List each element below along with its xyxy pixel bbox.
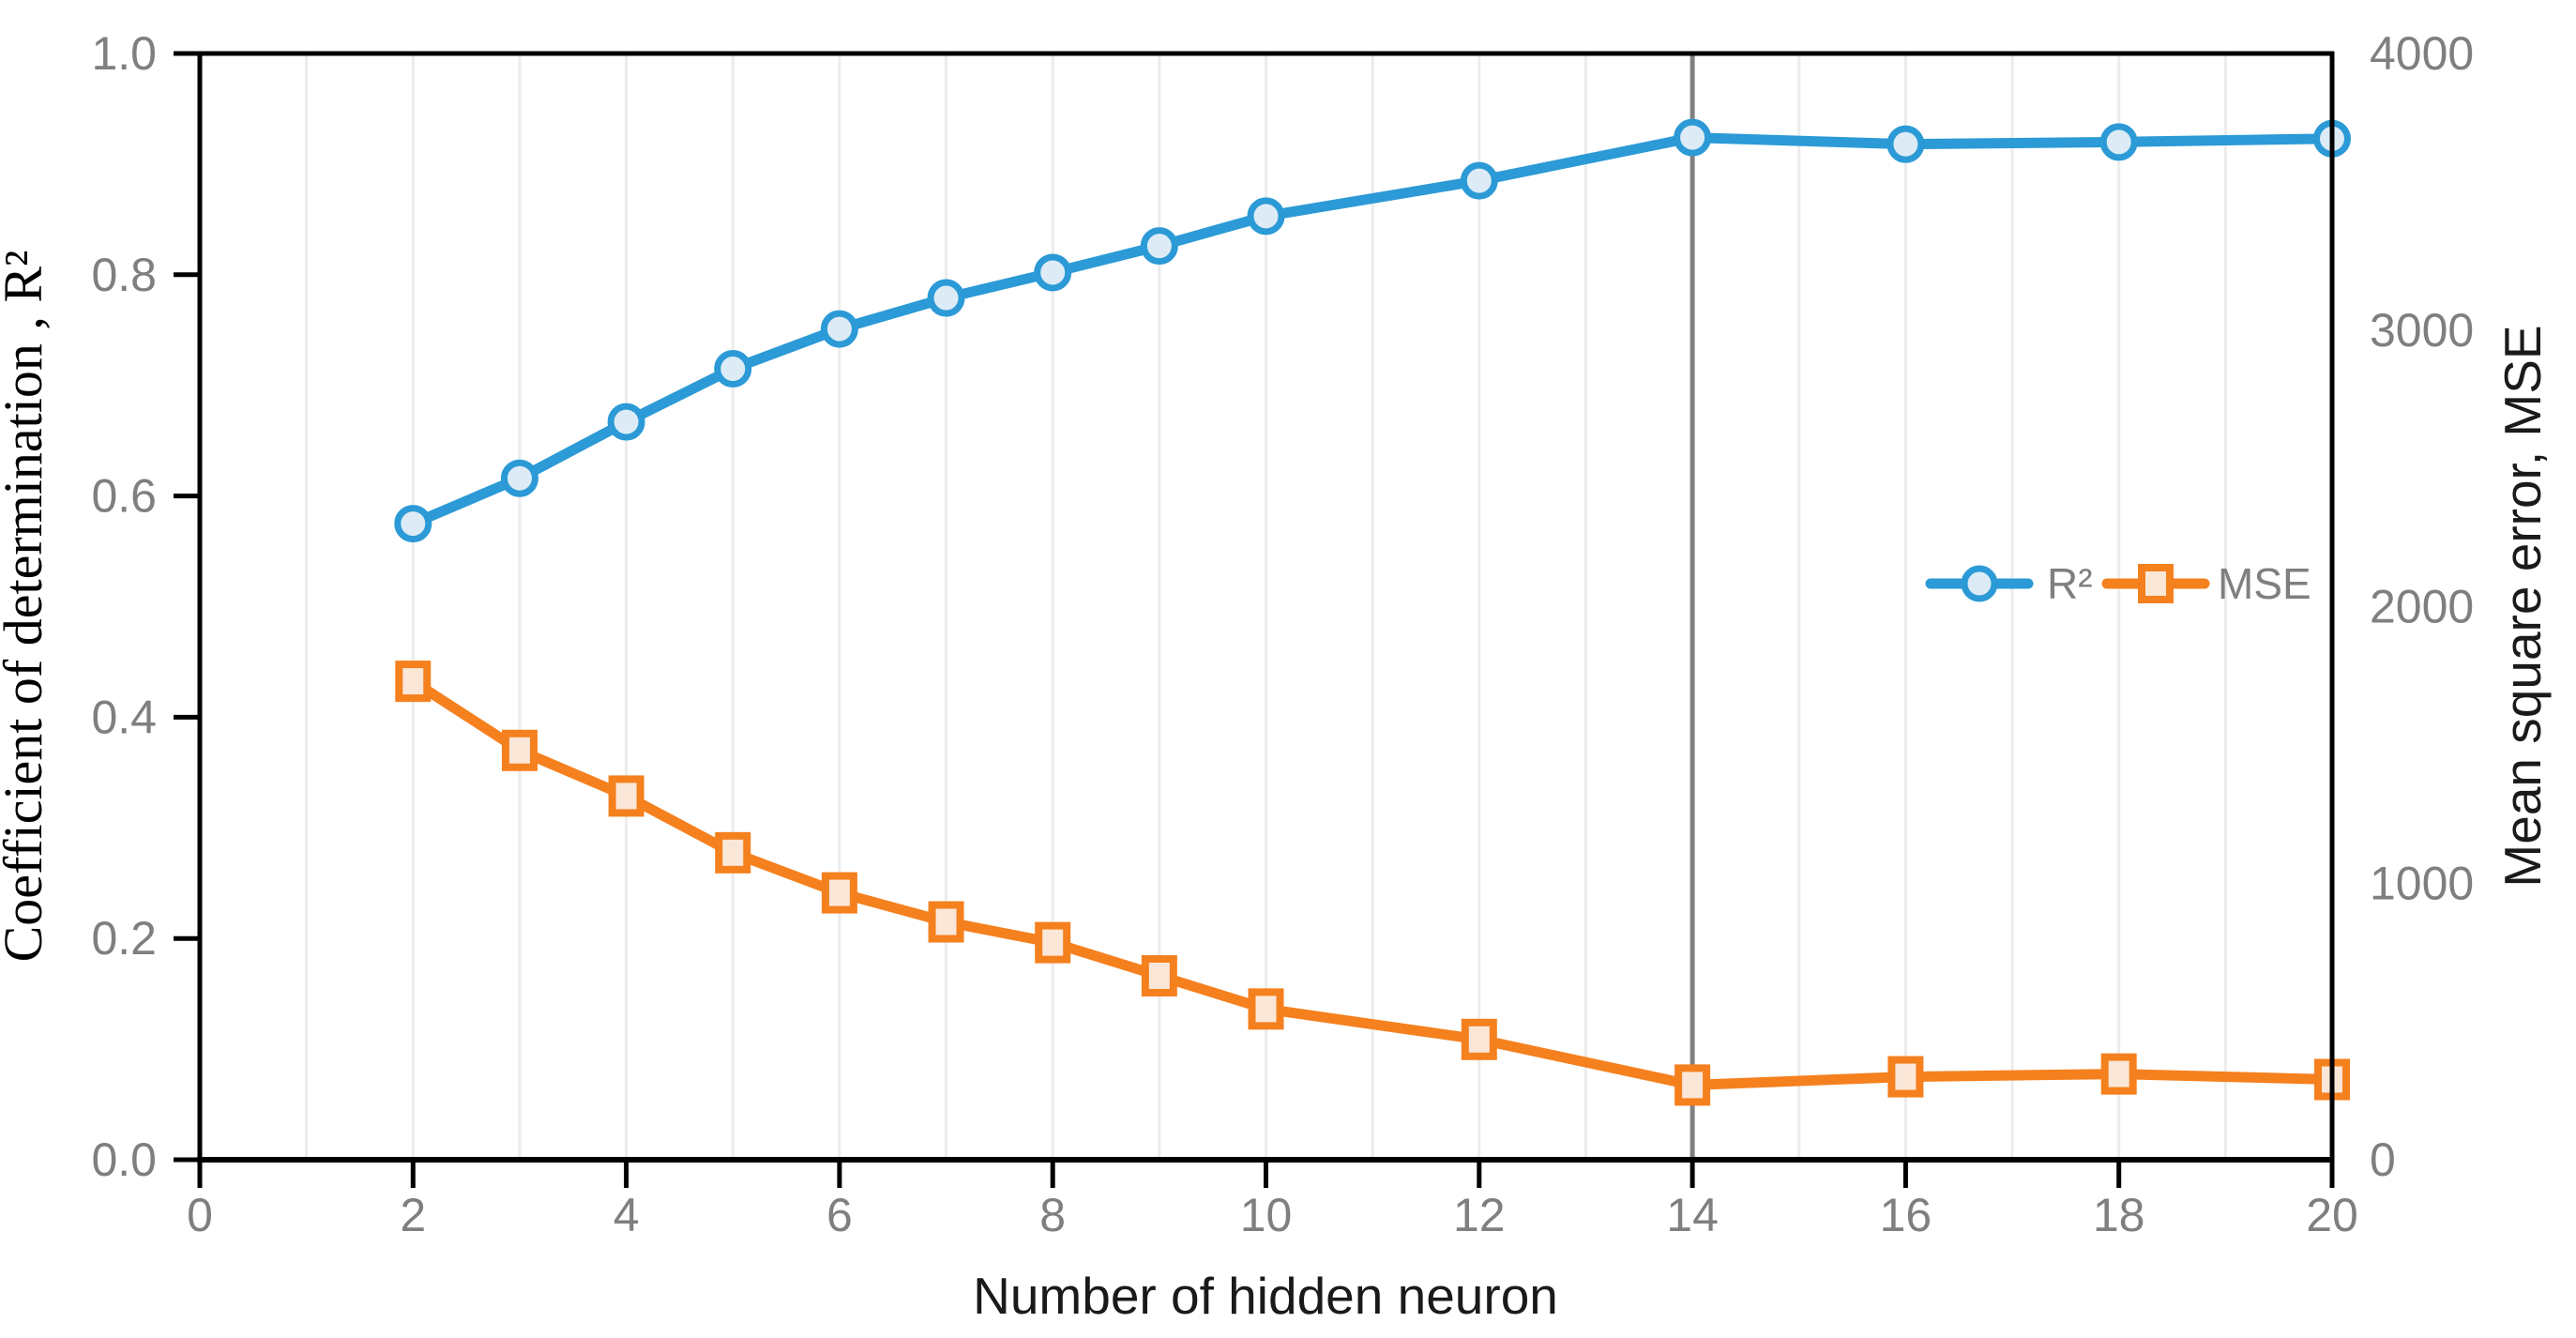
y-right-tick-label-2000: 2000 [2370, 581, 2474, 633]
r2-marker-x10 [1247, 197, 1285, 236]
r2-marker-x2 [394, 505, 432, 543]
legend-mse-label: MSE [2218, 559, 2311, 608]
r2-marker-x4 [607, 403, 645, 441]
r2-marker-x9 [1140, 227, 1178, 266]
legend: R² MSE [1925, 559, 2311, 608]
mse-marker-x3 [501, 729, 538, 771]
x-tick-label-18: 18 [2093, 1189, 2145, 1241]
mse-marker-x9 [1141, 954, 1177, 996]
y-right-tick-label-4000: 4000 [2370, 27, 2474, 80]
mse-marker-x12 [1461, 1018, 1497, 1060]
x-tick-label-12: 12 [1453, 1189, 1506, 1241]
y-right-tick-label-0: 0 [2370, 1133, 2396, 1186]
tick-labels-layer: 0.0 0.2 0.4 0.6 0.8 1.0 0 1000 2000 3000 4000 0 2 4 6 8… [91, 27, 2474, 1241]
legend-r2-label: R² [2047, 559, 2093, 608]
x-tick-label-20: 20 [2306, 1189, 2358, 1241]
mse-marker-x16 [1887, 1056, 1924, 1098]
mse-marker-x8 [1035, 921, 1071, 964]
y-axis-left-title: Coefficient of determination , R² [0, 251, 53, 963]
x-axis-title: Number of hidden neuron [973, 1267, 1558, 1325]
r2-marker-x12 [1460, 161, 1498, 200]
series-line-r2 [407, 132, 2338, 529]
y-left-tick-label-0.2: 0.2 [91, 912, 157, 965]
y-right-tick-label-3000: 3000 [2370, 304, 2474, 357]
r2-marker-x5 [714, 350, 752, 388]
mse-marker-x14 [1674, 1064, 1711, 1106]
legend-mse-marker [2138, 564, 2174, 603]
x-tick-label-8: 8 [1039, 1189, 1066, 1241]
mse-marker-x10 [1248, 988, 1284, 1030]
r2-marker-x7 [927, 279, 965, 317]
mse-marker-x2 [395, 661, 432, 703]
r2-marker-x6 [820, 310, 858, 348]
mse-marker-x18 [2100, 1053, 2137, 1095]
y-left-tick-label-0.4: 0.4 [91, 691, 157, 743]
x-tick-label-4: 4 [614, 1189, 640, 1241]
mse-marker-x6 [821, 872, 857, 914]
r2-marker-x3 [500, 459, 538, 497]
mse-marker-x5 [715, 831, 751, 874]
mse-marker-x7 [928, 901, 964, 943]
x-tick-label-0: 0 [187, 1189, 213, 1241]
r2-marker-x18 [2099, 123, 2138, 161]
x-tick-label-2: 2 [400, 1189, 426, 1241]
x-tick-label-6: 6 [826, 1189, 853, 1241]
legend-r2-marker [1961, 565, 1998, 602]
y-axis-right-title: Mean square error, MSE [2493, 325, 2552, 887]
y-left-tick-label-0.8: 0.8 [91, 249, 157, 301]
axes-layer [174, 51, 2335, 1188]
x-tick-label-16: 16 [1880, 1189, 1932, 1241]
mse-marker-x4 [608, 775, 644, 817]
r2-marker-x8 [1034, 253, 1072, 292]
y-left-tick-label-1.0: 1.0 [91, 27, 157, 80]
y-left-tick-label-0.6: 0.6 [91, 470, 157, 523]
y-left-tick-label-0.0: 0.0 [91, 1133, 157, 1186]
x-tick-label-14: 14 [1666, 1189, 1719, 1241]
y-right-tick-label-1000: 1000 [2370, 857, 2474, 909]
r2-marker-x16 [1887, 125, 1925, 163]
x-tick-label-10: 10 [1240, 1189, 1293, 1241]
r2-marker-x14 [1674, 118, 1712, 157]
